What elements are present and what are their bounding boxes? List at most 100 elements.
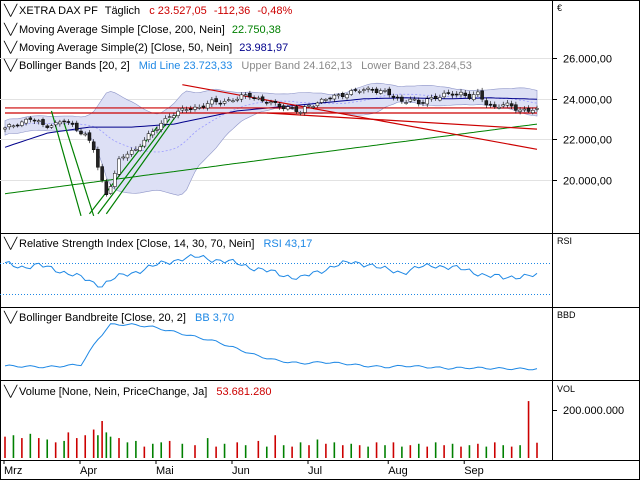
candlestick[interactable] bbox=[341, 91, 345, 100]
trendline[interactable] bbox=[50, 110, 82, 217]
legend-collapse-icon[interactable]: ╲╱ bbox=[3, 3, 19, 17]
candlestick[interactable] bbox=[75, 120, 79, 133]
candlestick[interactable] bbox=[379, 88, 383, 95]
candlestick[interactable] bbox=[336, 93, 341, 99]
candlestick[interactable] bbox=[446, 89, 451, 96]
candlestick[interactable] bbox=[45, 123, 49, 130]
candlestick[interactable] bbox=[3, 126, 7, 133]
candlestick[interactable] bbox=[328, 96, 332, 102]
candlestick[interactable] bbox=[205, 100, 210, 111]
candlestick[interactable] bbox=[307, 103, 311, 109]
legend-collapse-icon[interactable]: ╲╱ bbox=[3, 236, 19, 250]
candlestick[interactable] bbox=[480, 87, 484, 103]
candlestick[interactable] bbox=[522, 106, 527, 113]
candlestick[interactable] bbox=[455, 91, 459, 98]
candlestick[interactable] bbox=[290, 105, 294, 110]
candlestick[interactable] bbox=[324, 98, 328, 103]
candlestick[interactable] bbox=[497, 104, 501, 110]
candlestick[interactable] bbox=[24, 117, 28, 126]
candlestick[interactable] bbox=[433, 93, 438, 101]
candlestick[interactable] bbox=[189, 105, 193, 113]
candlestick[interactable] bbox=[96, 146, 100, 171]
candlestick[interactable] bbox=[113, 170, 117, 189]
candlestick[interactable] bbox=[505, 100, 510, 108]
candlestick[interactable] bbox=[104, 178, 109, 197]
candlestick[interactable] bbox=[488, 101, 493, 108]
candlestick[interactable] bbox=[442, 90, 446, 99]
candlestick[interactable] bbox=[514, 101, 518, 114]
candlestick[interactable] bbox=[429, 94, 434, 102]
candlestick[interactable] bbox=[518, 107, 522, 115]
candlestick[interactable] bbox=[526, 105, 531, 114]
candlestick[interactable] bbox=[70, 120, 75, 127]
candlestick[interactable] bbox=[201, 103, 206, 110]
candlestick[interactable] bbox=[227, 96, 231, 102]
candlestick[interactable] bbox=[467, 91, 472, 101]
candlestick[interactable] bbox=[256, 95, 261, 101]
candlestick[interactable] bbox=[142, 137, 147, 149]
candlestick[interactable] bbox=[471, 91, 476, 102]
candlestick[interactable] bbox=[387, 86, 391, 98]
candlestick[interactable] bbox=[163, 115, 168, 127]
candlestick[interactable] bbox=[294, 104, 299, 114]
legend-collapse-icon[interactable]: ╲╱ bbox=[3, 22, 19, 36]
candlestick[interactable] bbox=[531, 107, 535, 115]
candlestick[interactable] bbox=[459, 89, 463, 98]
candlestick[interactable] bbox=[62, 118, 66, 125]
candlestick[interactable] bbox=[180, 105, 185, 114]
candlestick[interactable] bbox=[138, 143, 142, 152]
candlestick[interactable] bbox=[319, 97, 324, 104]
candlestick[interactable] bbox=[404, 100, 408, 105]
candlestick[interactable] bbox=[311, 105, 315, 109]
candlestick[interactable] bbox=[239, 92, 244, 103]
legend-collapse-icon[interactable]: ╲╱ bbox=[3, 310, 19, 324]
candlestick[interactable] bbox=[450, 91, 455, 99]
candlestick[interactable] bbox=[172, 112, 176, 120]
candlestick[interactable] bbox=[286, 104, 290, 111]
candlestick[interactable] bbox=[58, 119, 62, 127]
candlestick[interactable] bbox=[37, 118, 41, 125]
candlestick[interactable] bbox=[167, 113, 172, 119]
legend-collapse-icon[interactable]: ╲╱ bbox=[3, 384, 19, 398]
trendline[interactable] bbox=[105, 112, 179, 215]
candlestick[interactable] bbox=[370, 87, 375, 93]
candlestick[interactable] bbox=[362, 87, 366, 94]
trendline[interactable] bbox=[63, 122, 95, 217]
candlestick[interactable] bbox=[41, 117, 45, 128]
candlestick[interactable] bbox=[79, 128, 83, 136]
candlestick[interactable] bbox=[146, 130, 151, 143]
candlestick[interactable] bbox=[231, 98, 235, 103]
candlestick[interactable] bbox=[412, 96, 417, 102]
candlestick[interactable] bbox=[117, 156, 121, 177]
candlestick[interactable] bbox=[155, 126, 159, 134]
candlestick[interactable] bbox=[87, 130, 92, 144]
candlestick[interactable] bbox=[417, 97, 421, 107]
candlestick[interactable] bbox=[366, 86, 370, 93]
candlestick[interactable] bbox=[32, 118, 37, 124]
candlestick[interactable] bbox=[425, 95, 429, 107]
candlestick[interactable] bbox=[383, 88, 387, 94]
candlestick[interactable] bbox=[345, 93, 349, 100]
candlestick[interactable] bbox=[248, 90, 252, 100]
candlestick[interactable] bbox=[269, 99, 273, 106]
candlestick[interactable] bbox=[353, 87, 358, 93]
candlestick[interactable] bbox=[298, 110, 303, 116]
candlestick[interactable] bbox=[501, 101, 505, 108]
candlestick[interactable] bbox=[121, 154, 125, 161]
candlestick[interactable] bbox=[484, 97, 489, 108]
candlestick[interactable] bbox=[193, 104, 197, 112]
candlestick[interactable] bbox=[129, 147, 134, 157]
candlestick[interactable] bbox=[53, 120, 58, 128]
candlestick[interactable] bbox=[493, 101, 497, 109]
candlestick[interactable] bbox=[28, 116, 33, 123]
candlestick[interactable] bbox=[134, 146, 138, 152]
candlestick[interactable] bbox=[535, 105, 539, 112]
legend-collapse-icon[interactable]: ╲╱ bbox=[3, 58, 19, 72]
candlestick[interactable] bbox=[15, 123, 20, 128]
candlestick[interactable] bbox=[265, 100, 269, 106]
candlestick[interactable] bbox=[509, 100, 514, 109]
candlestick[interactable] bbox=[11, 124, 16, 129]
candlestick[interactable] bbox=[66, 119, 71, 125]
candlestick[interactable] bbox=[252, 95, 256, 101]
candlestick[interactable] bbox=[184, 106, 189, 113]
